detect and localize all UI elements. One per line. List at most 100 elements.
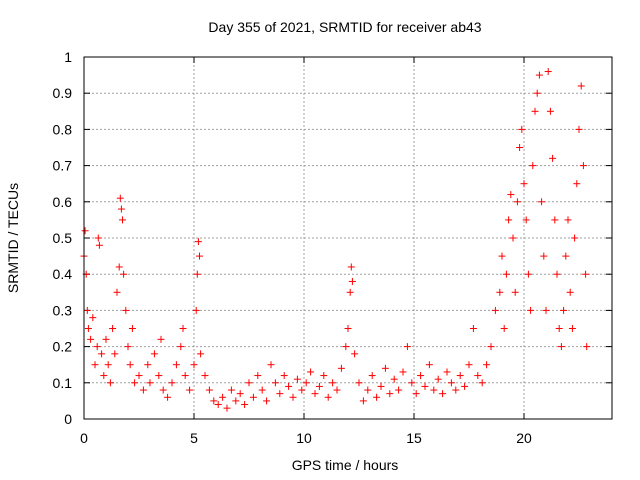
y-tick-label: 0.6 <box>53 194 73 210</box>
x-axis-title: GPS time / hours <box>292 457 399 473</box>
data-point <box>120 270 128 278</box>
chart-title: Day 355 of 2021, SRMTID for receiver ab4… <box>208 19 481 35</box>
data-point <box>119 216 126 224</box>
data-point <box>258 386 266 394</box>
data-point <box>390 375 398 383</box>
data-point <box>113 288 121 296</box>
data-point <box>502 270 510 278</box>
data-point <box>267 361 275 369</box>
data-point <box>461 382 469 390</box>
data-point <box>146 379 154 387</box>
data-point <box>285 382 293 390</box>
data-point <box>223 404 231 412</box>
data-point <box>546 107 554 115</box>
data-point <box>522 216 530 224</box>
data-point <box>364 386 372 394</box>
data-point <box>560 306 568 314</box>
x-tick-label: 20 <box>516 430 532 446</box>
y-tick-label: 0 <box>64 411 72 427</box>
data-point <box>172 361 180 369</box>
data-point <box>544 67 552 75</box>
data-point <box>562 252 570 260</box>
data-point <box>320 372 328 380</box>
data-point <box>333 386 341 394</box>
data-point <box>577 82 585 90</box>
data-point <box>491 306 499 314</box>
data-point <box>403 343 411 351</box>
data-point <box>377 382 385 390</box>
data-point <box>425 361 433 369</box>
data-point <box>583 343 591 351</box>
data-point <box>542 306 550 314</box>
data-point <box>351 350 359 358</box>
data-point <box>465 361 473 369</box>
data-point <box>245 379 253 387</box>
data-point <box>135 372 143 380</box>
data-point <box>434 375 442 383</box>
data-point <box>276 390 284 398</box>
data-point <box>194 238 202 246</box>
data-point <box>566 288 574 296</box>
data-point <box>150 350 158 358</box>
data-point <box>535 71 543 79</box>
y-axis-title: SRMTID / TECUs <box>5 183 21 293</box>
data-point <box>487 343 495 351</box>
data-point <box>126 361 134 369</box>
data-point <box>190 361 198 369</box>
data-point <box>139 386 147 394</box>
data-point <box>122 306 130 314</box>
data-point <box>568 325 576 332</box>
data-point <box>549 154 557 162</box>
data-point <box>91 361 99 369</box>
data-point <box>347 263 355 271</box>
data-point <box>478 379 486 387</box>
data-point <box>373 393 381 401</box>
data-point <box>412 390 420 398</box>
data-point <box>168 379 176 387</box>
data-point <box>205 386 213 394</box>
data-point <box>227 386 235 394</box>
data-point <box>447 379 455 387</box>
data-point <box>553 270 561 278</box>
data-point <box>529 162 537 170</box>
data-point <box>469 325 477 332</box>
data-point <box>104 361 112 369</box>
data-point <box>95 241 103 249</box>
x-tick-label: 10 <box>296 430 312 446</box>
data-point <box>496 288 504 296</box>
data-point <box>531 107 539 115</box>
data-point <box>144 361 152 369</box>
data-point <box>359 397 367 405</box>
data-point <box>241 401 249 409</box>
data-point <box>355 379 363 387</box>
data-point <box>89 314 97 322</box>
data-point <box>498 252 506 260</box>
data-point <box>186 386 194 394</box>
data-point <box>249 393 257 401</box>
data-point <box>439 390 447 398</box>
data-point <box>527 306 535 314</box>
data-point <box>551 216 559 224</box>
data-point <box>348 277 356 285</box>
data-point <box>164 393 172 401</box>
data-point <box>302 379 310 387</box>
y-tick-label: 0.2 <box>53 339 73 355</box>
data-point <box>540 252 548 260</box>
data-point <box>500 325 508 332</box>
data-point <box>289 393 297 401</box>
data-point <box>128 325 136 332</box>
data-point <box>219 393 227 401</box>
data-point <box>193 270 201 278</box>
data-point <box>109 325 117 332</box>
data-point <box>100 372 108 380</box>
data-point <box>557 343 565 351</box>
data-point <box>483 361 491 369</box>
y-tick-label: 0.4 <box>53 266 73 282</box>
data-point <box>329 379 337 387</box>
data-point <box>196 252 203 260</box>
data-point <box>293 375 301 383</box>
data-point <box>307 368 315 376</box>
data-point <box>513 198 521 206</box>
data-point <box>337 364 345 372</box>
